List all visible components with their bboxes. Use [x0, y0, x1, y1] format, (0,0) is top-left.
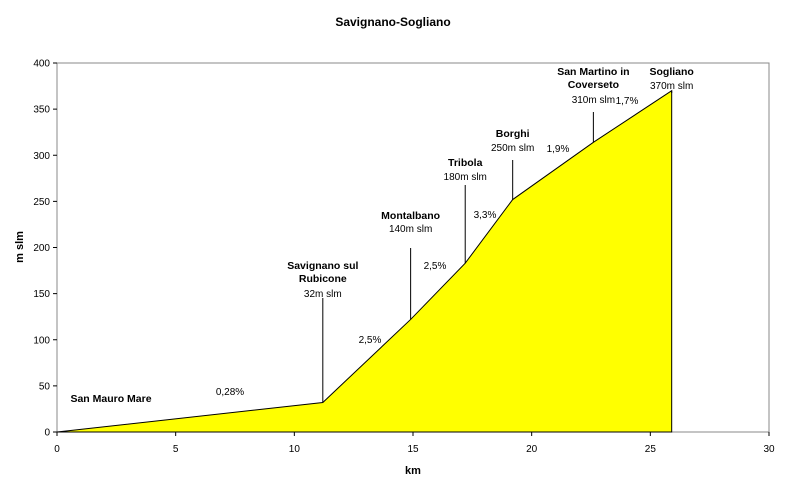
- gradient-label: 2,5%: [359, 335, 382, 346]
- y-tick-label: 300: [33, 151, 50, 162]
- elevation-label: 250m slm: [491, 143, 534, 154]
- gradient-label: 3,3%: [474, 210, 497, 221]
- y-axis-label: m slm: [14, 231, 26, 263]
- gradient-label: 0,28%: [216, 387, 244, 398]
- x-tick-label: 10: [289, 444, 301, 455]
- x-axis-label: km: [405, 465, 421, 477]
- place-name-label: Rubicone: [299, 273, 347, 285]
- elevation-label: 180m slm: [444, 172, 487, 183]
- place-name-label: Tribola: [448, 157, 483, 169]
- y-tick-label: 350: [33, 105, 50, 116]
- x-tick-label: 0: [54, 444, 60, 455]
- place-name-label: Montalbano: [381, 210, 440, 222]
- elevation-label: 310m slm: [572, 95, 615, 106]
- x-tick-label: 25: [645, 444, 657, 455]
- y-tick-label: 150: [33, 289, 50, 300]
- x-tick-label: 30: [763, 444, 775, 455]
- elevation-label: 370m slm: [650, 81, 693, 92]
- x-tick-label: 20: [526, 444, 538, 455]
- place-name-label: Savignano sul: [287, 260, 358, 272]
- gradient-label: 1,9%: [547, 144, 570, 155]
- x-tick-label: 15: [407, 444, 419, 455]
- gradient-label: 1,7%: [616, 96, 639, 107]
- place-name-label: Borghi: [496, 128, 530, 140]
- y-tick-label: 50: [39, 381, 51, 392]
- elevation-label: 32m slm: [304, 289, 342, 300]
- chart-title: Savignano-Sogliano: [335, 15, 450, 29]
- place-name-label: Coverseto: [568, 79, 619, 91]
- x-tick-label: 5: [173, 444, 179, 455]
- place-name-label: San Martino in: [557, 66, 629, 78]
- place-name-label: San Mauro Mare: [70, 393, 151, 405]
- place-name-label: Sogliano: [650, 66, 694, 78]
- gradient-label: 2,5%: [424, 261, 447, 272]
- y-tick-label: 0: [44, 428, 50, 439]
- elevation-label: 140m slm: [389, 224, 432, 235]
- y-tick-label: 100: [33, 335, 50, 346]
- y-tick-label: 250: [33, 197, 50, 208]
- y-tick-label: 400: [33, 59, 50, 70]
- y-tick-label: 200: [33, 243, 50, 254]
